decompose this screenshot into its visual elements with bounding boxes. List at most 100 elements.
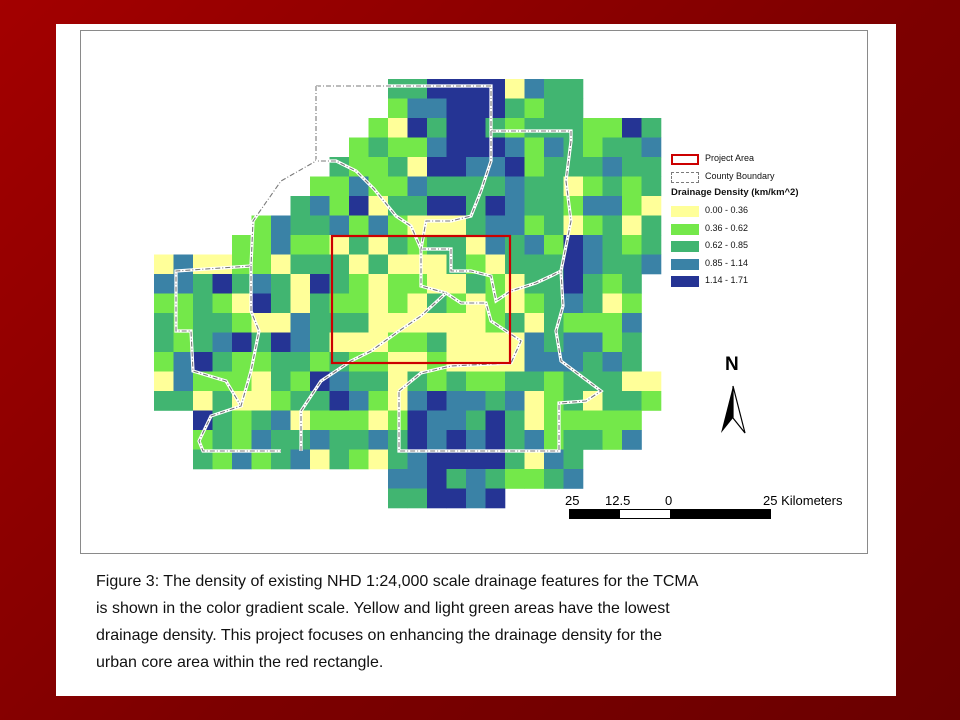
density-cell [563, 332, 584, 353]
density-cell [622, 137, 642, 158]
density-cell [427, 469, 447, 489]
density-cell [310, 391, 330, 411]
density-cell [251, 274, 272, 294]
map-legend: Project Area County Boundary Drainage De… [669, 152, 867, 292]
density-cell [544, 176, 564, 197]
density-cell [466, 332, 486, 353]
density-cell [505, 157, 525, 177]
density-cell [583, 137, 603, 158]
density-cell [349, 371, 369, 392]
density-cell [544, 137, 564, 158]
density-cell [602, 196, 623, 216]
density-cell [505, 235, 525, 255]
density-cell [602, 352, 623, 372]
density-cell [583, 352, 603, 372]
density-cell [388, 118, 408, 138]
density-cell [602, 274, 623, 294]
density-cell [602, 332, 623, 353]
density-cell [544, 449, 564, 470]
density-cell [446, 274, 467, 294]
density-cell [310, 196, 330, 216]
density-cell [622, 157, 642, 177]
density-cell [466, 391, 486, 411]
density-cell [290, 196, 311, 216]
density-cell [524, 215, 545, 236]
density-cell [407, 391, 428, 411]
density-cell [173, 313, 194, 333]
density-cell [583, 430, 603, 450]
density-cell [368, 313, 389, 333]
density-cell [193, 254, 213, 275]
density-cell [349, 235, 369, 255]
density-cell [212, 293, 233, 314]
density-cell [329, 410, 350, 431]
density-cell [212, 274, 233, 294]
density-cell [524, 332, 545, 353]
density-cell [290, 332, 311, 353]
density-cell [466, 157, 486, 177]
density-cell [310, 176, 330, 197]
legend-swatch [671, 241, 699, 252]
density-cell [329, 449, 350, 470]
density-cell [193, 449, 213, 470]
north-arrow: N [711, 354, 753, 446]
legend-item-class: 0.85 - 1.14 [669, 257, 867, 275]
density-cell [310, 430, 330, 450]
density-cell [524, 371, 545, 392]
density-cell [505, 371, 525, 392]
density-cell [524, 196, 545, 216]
density-cell [641, 235, 662, 255]
density-cell [349, 410, 369, 431]
density-cell [193, 430, 213, 450]
density-cell [407, 157, 428, 177]
density-cell [368, 449, 389, 470]
density-cell [212, 313, 233, 333]
density-cell [583, 332, 603, 353]
density-cell [407, 488, 428, 509]
density-cell [232, 274, 252, 294]
density-cell [622, 371, 642, 392]
density-cell [212, 430, 233, 450]
density-cell [466, 469, 486, 489]
density-cell [427, 98, 447, 119]
density-cell [446, 449, 467, 470]
density-cell [446, 137, 467, 158]
density-cell [583, 293, 603, 314]
density-cell [446, 196, 467, 216]
density-cell [466, 79, 486, 99]
density-cell [641, 118, 662, 138]
density-cell [329, 371, 350, 392]
density-cell [232, 235, 252, 255]
density-cell [427, 332, 447, 353]
density-cell [271, 235, 291, 255]
density-cell [466, 235, 486, 255]
density-cell [310, 293, 330, 314]
legend-item-class: 0.62 - 0.85 [669, 239, 867, 257]
density-cell [368, 157, 389, 177]
density-cell [251, 449, 272, 470]
density-cell [583, 371, 603, 392]
county-boundary-line [421, 248, 562, 302]
density-cell [446, 79, 467, 99]
density-cell [446, 469, 467, 489]
legend-item-class: 0.00 - 0.36 [669, 204, 867, 222]
density-cell [290, 254, 311, 275]
density-cell [466, 254, 486, 275]
density-cell [251, 235, 272, 255]
density-cell [212, 254, 233, 275]
density-cell [602, 254, 623, 275]
density-cell [505, 254, 525, 275]
density-cell [485, 352, 506, 372]
density-cell [388, 157, 408, 177]
project-area-rectangle [330, 234, 512, 365]
density-cell [602, 118, 623, 138]
density-cell [407, 254, 428, 275]
density-cell [154, 332, 174, 353]
density-cell [641, 176, 662, 197]
density-cell [290, 293, 311, 314]
density-cell [641, 196, 662, 216]
density-cell [427, 313, 447, 333]
density-cell [466, 449, 486, 470]
density-cell [427, 235, 447, 255]
density-cell [271, 332, 291, 353]
